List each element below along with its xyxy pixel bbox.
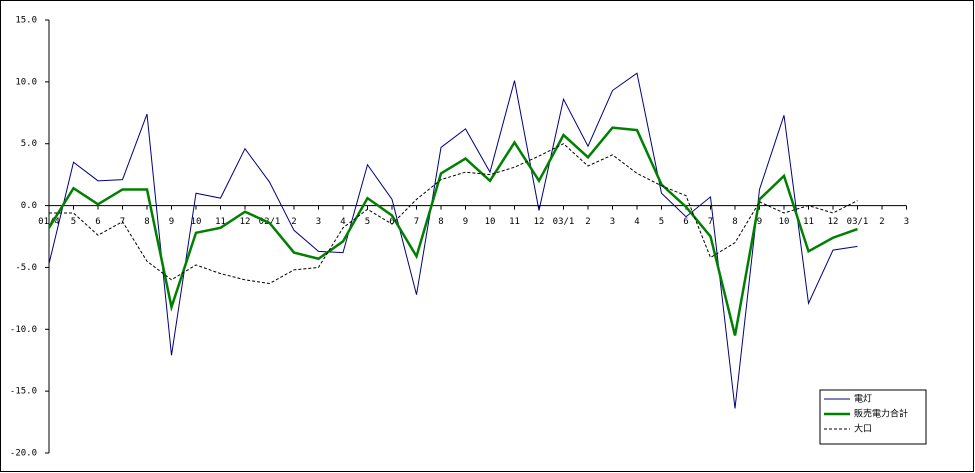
x-tick-label: 03/1 [553, 217, 575, 227]
x-tick-label: 9 [463, 217, 468, 227]
series-line [48, 72, 858, 409]
y-tick-label: 0.0 [21, 201, 37, 211]
x-tick-label: 12 [828, 217, 839, 227]
y-tick-label: 5.0 [21, 139, 37, 149]
legend-label: 大口 [854, 423, 872, 435]
x-tick-label: 2 [879, 217, 884, 227]
x-tick-label: 6 [683, 217, 688, 227]
legend-label: 販売電力合計 [854, 408, 908, 420]
x-tick-label: 3 [316, 217, 321, 227]
x-tick-label: 10 [485, 217, 496, 227]
x-tick-label: 10 [191, 217, 202, 227]
y-tick-label: 10.0 [15, 77, 37, 87]
x-tick-label: 10 [779, 217, 790, 227]
x-tick-label: 5 [365, 217, 370, 227]
x-tick-label: 9 [757, 217, 762, 227]
x-tick-label: 4 [340, 217, 345, 227]
x-tick-label: 5 [659, 217, 664, 227]
x-tick-label: 9 [169, 217, 174, 227]
x-tick-label: 8 [732, 217, 737, 227]
legend-label: 電灯 [854, 394, 872, 405]
x-tick-label: 03/1 [847, 217, 869, 227]
x-tick-label: 3 [610, 217, 615, 227]
x-tick-label: 2 [291, 217, 296, 227]
x-tick-label: 11 [215, 217, 226, 227]
x-tick-label: 12 [240, 217, 251, 227]
x-tick-label: 6 [95, 217, 100, 227]
x-tick-label: 01/4 [38, 217, 60, 227]
x-tick-label: 12 [534, 217, 545, 227]
x-tick-label: 3 [904, 217, 909, 227]
x-tick-label: 5 [71, 217, 76, 227]
x-tick-label: 4 [634, 217, 639, 227]
y-tick-label: 15.0 [15, 16, 37, 26]
y-tick-label: -10.0 [10, 325, 37, 335]
x-tick-label: 8 [144, 217, 149, 227]
y-tick-label: -15.0 [10, 387, 37, 397]
series-line [47, 126, 858, 336]
y-tick-label: -20.0 [10, 449, 37, 459]
x-tick-label: 7 [708, 217, 713, 227]
y-tick-label: -5.0 [15, 263, 37, 273]
x-tick-label: 11 [803, 217, 814, 227]
x-tick-label: 11 [509, 217, 520, 227]
series-line [49, 143, 858, 285]
x-tick-label: 8 [438, 217, 443, 227]
x-tick-label: 6 [389, 217, 394, 227]
x-tick-label: 7 [414, 217, 419, 227]
x-tick-label: 2 [585, 217, 590, 227]
